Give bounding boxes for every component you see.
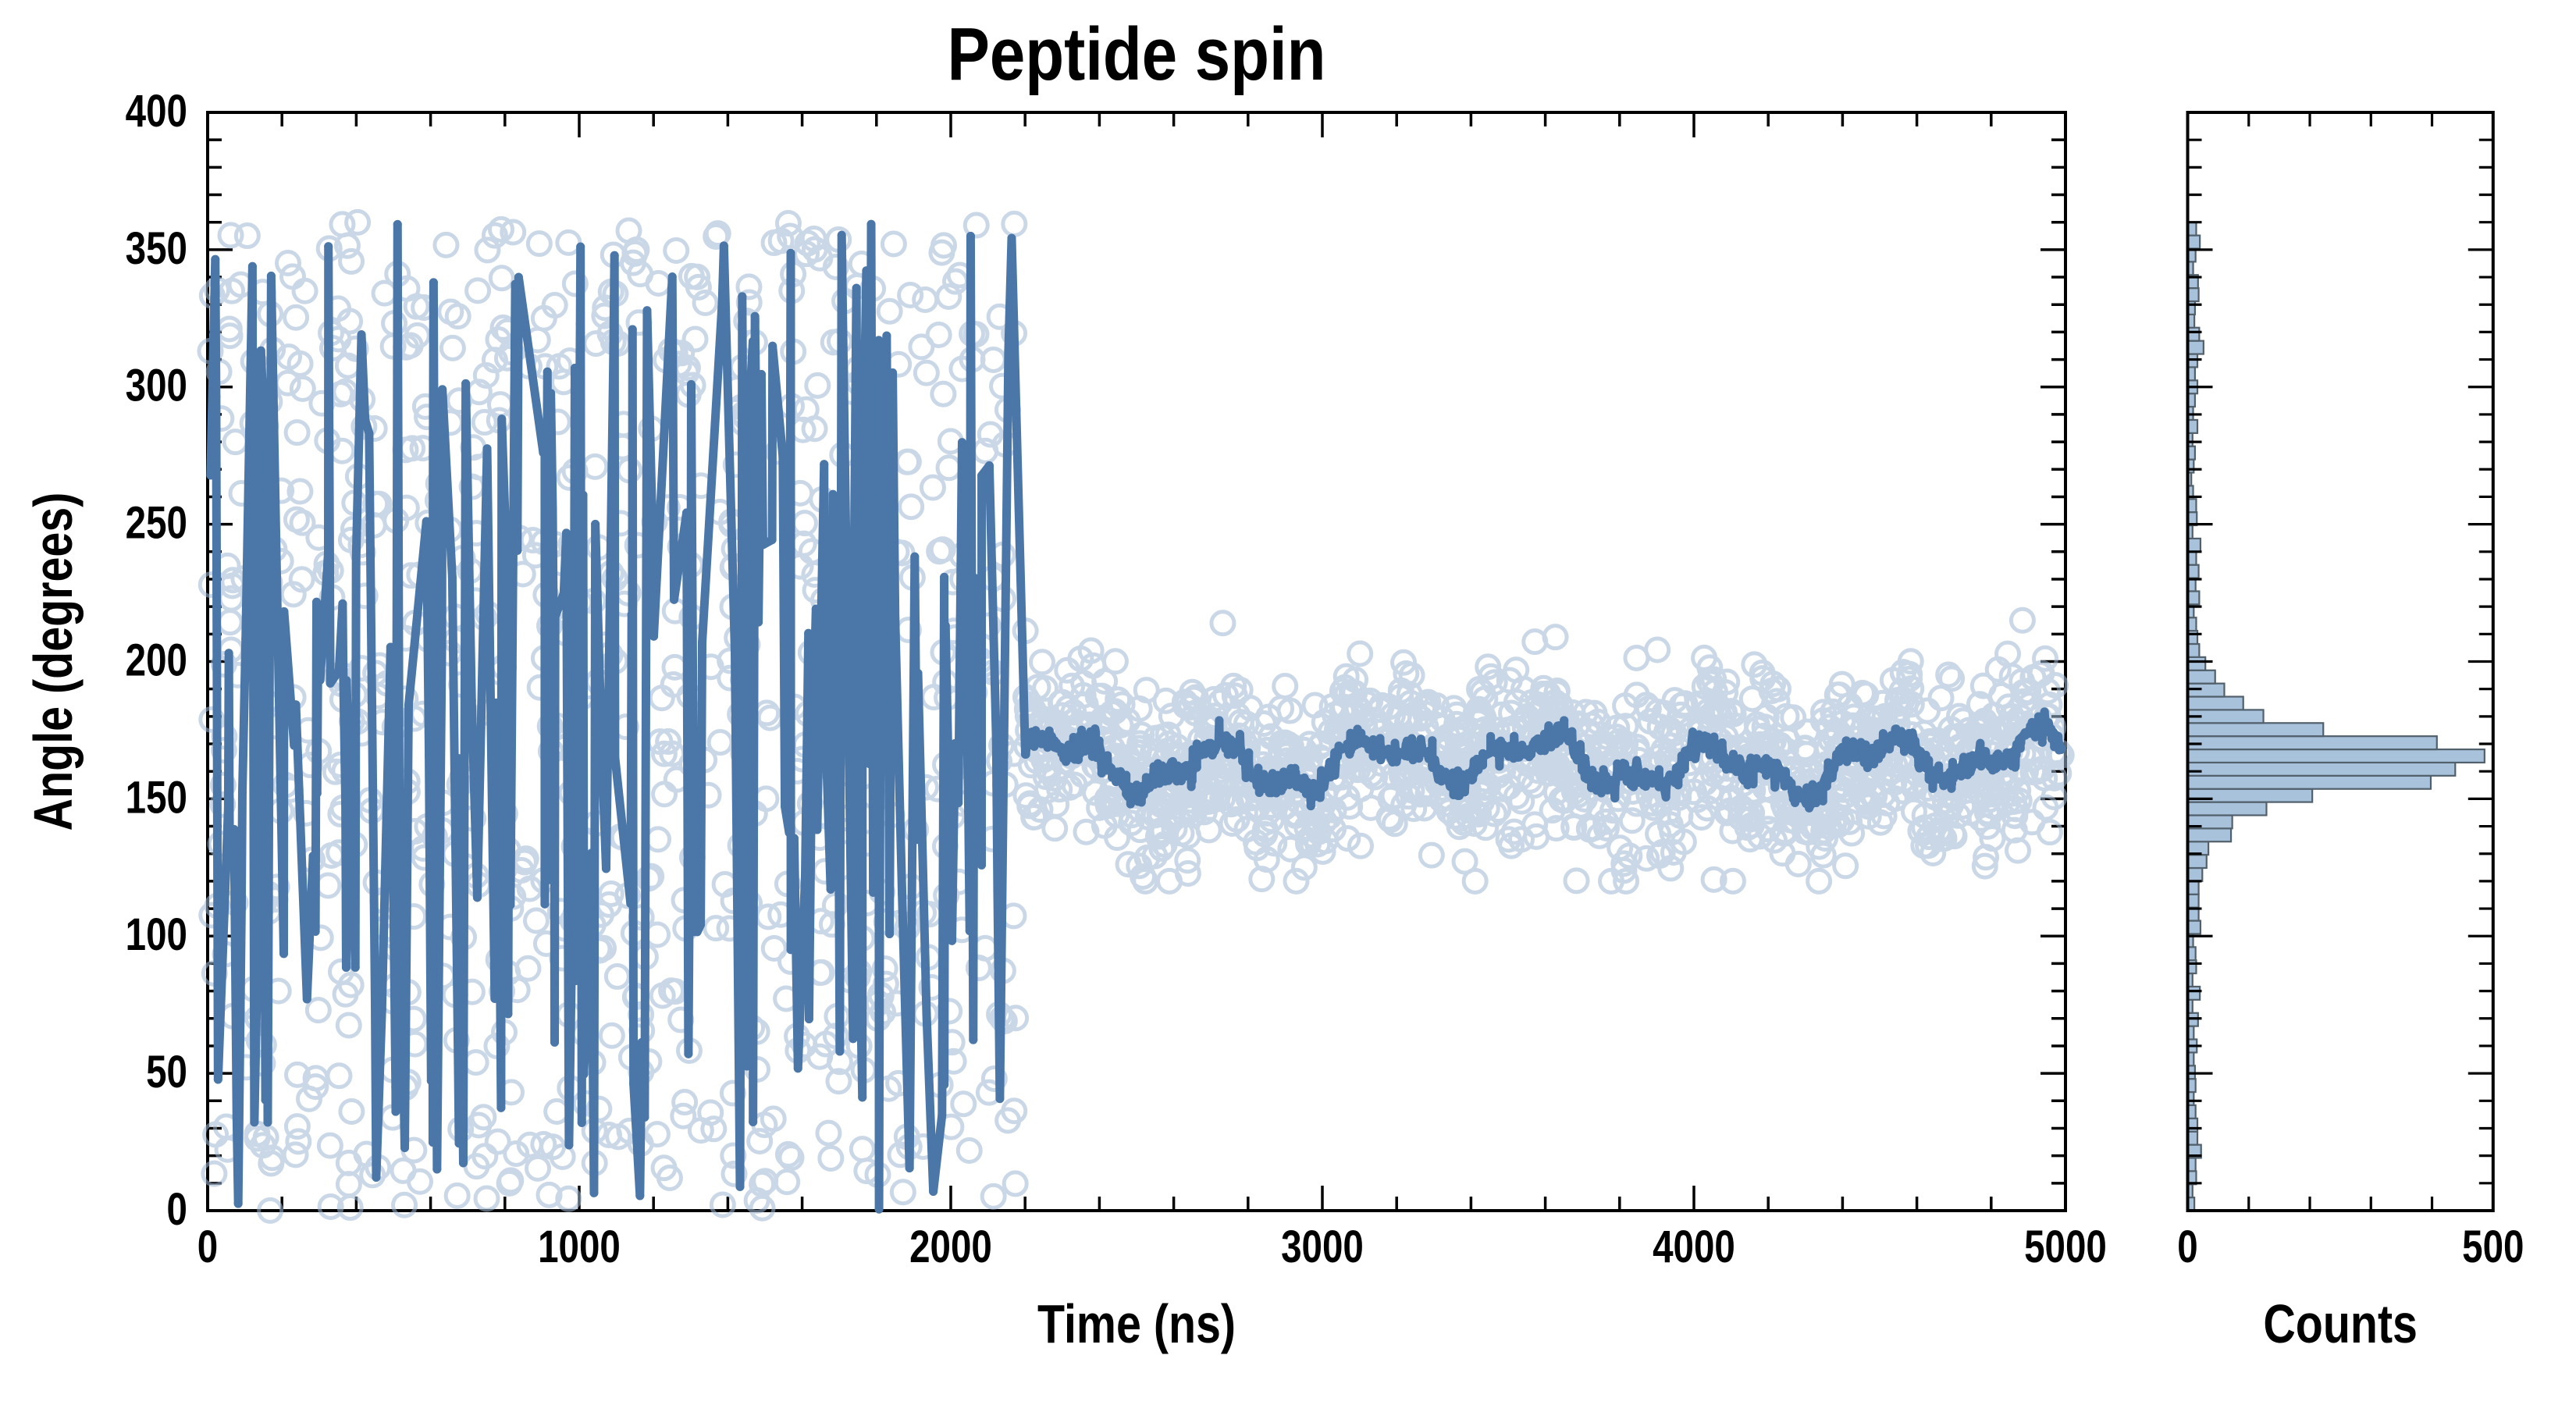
svg-text:0: 0 xyxy=(197,1222,218,1273)
svg-text:350: 350 xyxy=(126,223,187,274)
svg-text:0: 0 xyxy=(2177,1222,2197,1273)
svg-text:Time (ns): Time (ns) xyxy=(1037,1293,1236,1355)
svg-text:4000: 4000 xyxy=(1653,1222,1735,1273)
svg-text:150: 150 xyxy=(126,773,187,823)
svg-text:2000: 2000 xyxy=(909,1222,992,1273)
svg-text:100: 100 xyxy=(126,910,187,961)
svg-text:500: 500 xyxy=(2462,1222,2524,1273)
svg-text:200: 200 xyxy=(126,635,187,686)
svg-text:Counts: Counts xyxy=(2263,1293,2418,1355)
svg-text:400: 400 xyxy=(126,87,187,137)
svg-text:3000: 3000 xyxy=(1281,1222,1364,1273)
svg-text:250: 250 xyxy=(126,498,187,549)
svg-text:0: 0 xyxy=(167,1185,187,1236)
svg-text:50: 50 xyxy=(146,1048,187,1098)
svg-text:Angle (degrees): Angle (degrees) xyxy=(23,493,84,831)
svg-text:Peptide spin: Peptide spin xyxy=(947,12,1325,96)
svg-text:1000: 1000 xyxy=(538,1222,621,1273)
svg-text:5000: 5000 xyxy=(2024,1222,2107,1273)
svg-text:300: 300 xyxy=(126,361,187,411)
